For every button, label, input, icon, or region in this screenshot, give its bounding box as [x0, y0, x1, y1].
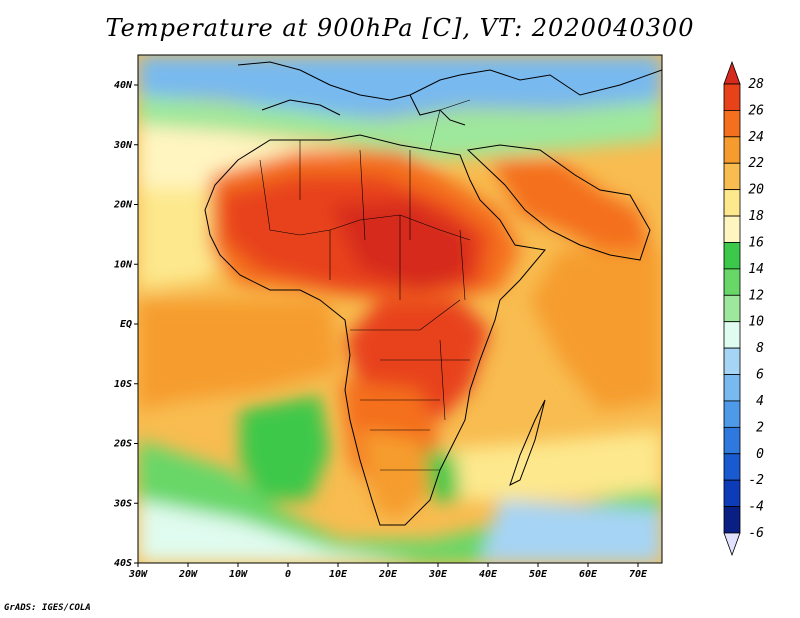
lat-tick-label: 20N [113, 200, 133, 211]
lon-tick-label: 30W [128, 569, 148, 580]
colorbar-label: 12 [748, 288, 764, 303]
colorbar-top-arrow [723, 60, 741, 85]
colorbar-bin [723, 479, 741, 507]
colorbar-label: -2 [748, 473, 764, 488]
lon-tick-label: 50E [529, 569, 548, 580]
lat-tick-label: 40N [114, 80, 133, 91]
map-title: Temperature at 900hPa [C], VT: 202004030… [105, 14, 695, 42]
colorbar-bin [723, 506, 741, 534]
colorbar-label: 18 [748, 209, 764, 224]
lat-tick-label: 30S [113, 498, 132, 509]
colorbar-label: 2 [756, 420, 764, 435]
arabia-coastline [466, 144, 651, 261]
med-coast [261, 99, 341, 116]
colorbar-label: 10 [748, 315, 764, 330]
colorbar-bin [723, 110, 741, 138]
colorbar-label: 14 [748, 262, 764, 277]
colorbar-label: 16 [748, 235, 764, 250]
colorbar-bottom-arrow [723, 532, 741, 557]
colorbar-label: 28 [748, 77, 764, 92]
lon-tick-label: 0 [285, 569, 291, 580]
temperature-field [138, 55, 662, 563]
border-lines-2 [350, 299, 470, 471]
lat-tick-label: 30N [113, 140, 133, 151]
map-frame [137, 54, 663, 564]
colorbar-bin [723, 374, 741, 402]
colorbar-label: 8 [756, 341, 764, 356]
lat-tick-label: 10S [114, 379, 132, 390]
lon-tick-label: 20W [178, 569, 198, 580]
credit-label: GrADS: IGES/COLA [4, 603, 91, 613]
colorbar-bin [723, 426, 741, 455]
colorbar-bin [723, 453, 741, 481]
country-borders [429, 99, 471, 151]
colorbar-label: 26 [748, 103, 764, 118]
madagascar-coastline [509, 399, 546, 486]
lon-axis: 30W 20W 10W 0 10E 20E 30E 40E 50E 60E 70E [128, 563, 648, 580]
lon-tick-label: 10E [329, 569, 348, 580]
colorbar-label: 0 [756, 447, 764, 462]
colorbar-bin [723, 189, 741, 217]
lat-tick-label: 10N [114, 259, 133, 270]
colorbar-label: 24 [748, 130, 764, 145]
lat-tick-label: EQ [120, 319, 132, 330]
lon-tick-label: 40E [479, 569, 498, 580]
colorbar-bin [723, 162, 741, 191]
colorbar-label: 4 [756, 394, 764, 409]
lat-tick-label: 20S [113, 439, 132, 450]
lon-tick-label: 20E [378, 569, 398, 580]
colorbar-bin [723, 347, 741, 375]
africa-coastline [204, 134, 546, 526]
colorbar-bin [723, 294, 741, 323]
lat-tick-label: 40S [114, 558, 132, 569]
colorbar-bin [723, 321, 741, 349]
coastlines [204, 61, 662, 526]
colorbar-label: 6 [756, 368, 764, 383]
colorbar-bin [723, 215, 741, 243]
lon-tick-label: 30E [428, 569, 448, 580]
europe-coastline [237, 61, 662, 101]
lon-tick-label: 60E [579, 569, 598, 580]
colorbar-label: -6 [748, 526, 764, 541]
border-sahel [259, 159, 471, 241]
colorbar-bin [723, 400, 741, 428]
colorbar-label: 22 [748, 156, 764, 171]
colorbar-bin [723, 242, 741, 270]
colorbar-bin [723, 136, 741, 164]
colorbar-bin [723, 268, 741, 296]
colorbar-bin [723, 83, 741, 111]
border-lines-1 [299, 140, 466, 301]
colorbar-label: 20 [748, 183, 764, 198]
lat-axis: 40N 30N 20N 10N EQ 10S 20S 30S 40S [113, 80, 138, 569]
lon-tick-label: 10W [229, 569, 248, 580]
lon-tick-label: 70E [629, 569, 648, 580]
colorbar-label: -4 [748, 500, 764, 515]
